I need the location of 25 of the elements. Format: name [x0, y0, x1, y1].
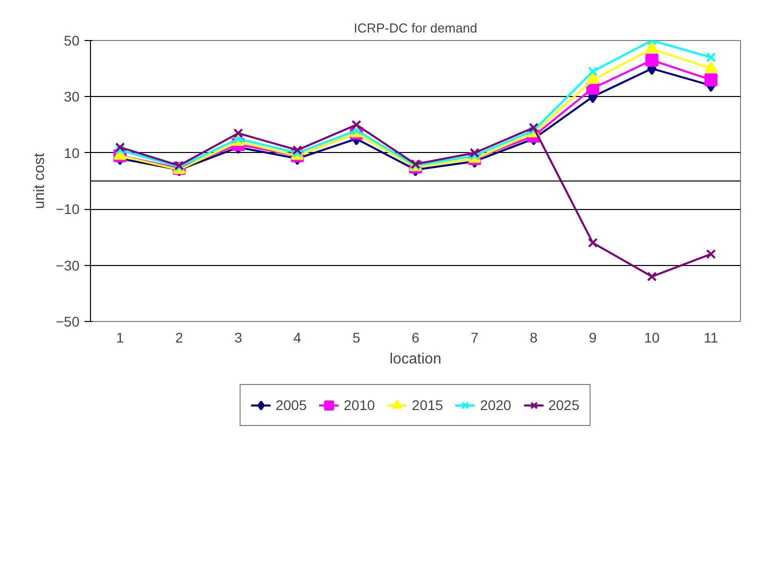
legend-label: 2020 — [480, 397, 512, 413]
legend-label: 2025 — [548, 397, 580, 413]
x-tick-label: 10 — [644, 330, 660, 346]
x-tick-label: 7 — [470, 330, 479, 346]
y-tick-label: 30 — [64, 88, 80, 105]
x-axis-title: location — [390, 350, 442, 368]
x-tick-label: 5 — [352, 330, 361, 346]
y-tick-label: 50 — [64, 32, 80, 48]
y-tick-label: −10 — [56, 201, 80, 218]
y-tick-label: −30 — [56, 257, 80, 274]
y-tick-label: 10 — [64, 144, 80, 161]
x-tick-label: 8 — [530, 330, 538, 346]
y-tick-label: −50 — [56, 314, 80, 330]
x-tick-label: 11 — [704, 330, 718, 346]
x-tick-label: 4 — [293, 330, 302, 346]
x-tick-label: 1 — [116, 330, 124, 346]
legend-label: 2015 — [412, 397, 444, 413]
chart-title: ICRP-DC for demand — [354, 20, 478, 36]
x-tick-label: 9 — [588, 330, 597, 346]
x-tick-label: 2 — [175, 330, 184, 346]
y-axis-title: unit cost — [30, 152, 48, 209]
legend-label: 2005 — [276, 397, 307, 413]
legend-label: 2010 — [344, 397, 375, 413]
x-tick-label: 3 — [234, 330, 242, 346]
x-tick-label: 6 — [412, 330, 420, 346]
